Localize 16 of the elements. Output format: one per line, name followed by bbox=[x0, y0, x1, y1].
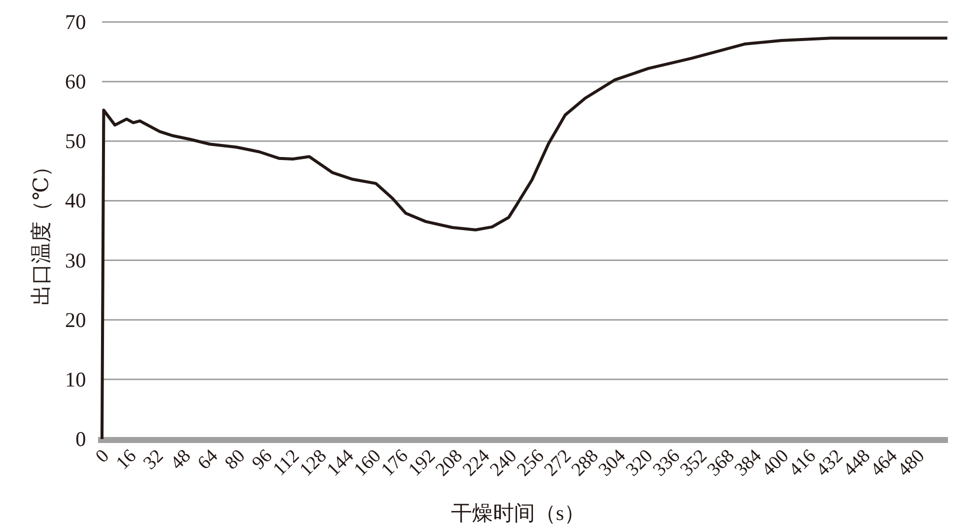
x-tick-label: 64 bbox=[194, 445, 222, 474]
x-axis-title: 干燥时间（s） bbox=[450, 501, 586, 524]
x-tick-label: 0 bbox=[92, 446, 114, 468]
y-tick-label: 60 bbox=[65, 70, 86, 94]
x-tick-label: 16 bbox=[112, 446, 141, 474]
y-tick-label: 40 bbox=[65, 188, 86, 213]
y-tick-label: 30 bbox=[65, 248, 86, 272]
y-axis-title: 出口温度（℃） bbox=[29, 156, 53, 306]
x-tick-label: 32 bbox=[140, 446, 168, 474]
y-tick-label: 0 bbox=[76, 427, 86, 451]
y-tick-label: 10 bbox=[65, 367, 86, 392]
y-tick-label: 20 bbox=[65, 308, 86, 332]
x-tick-label: 80 bbox=[221, 446, 250, 474]
y-tick-label: 50 bbox=[65, 129, 86, 154]
x-tick-label: 48 bbox=[166, 446, 195, 474]
y-tick-label: 70 bbox=[65, 10, 86, 34]
